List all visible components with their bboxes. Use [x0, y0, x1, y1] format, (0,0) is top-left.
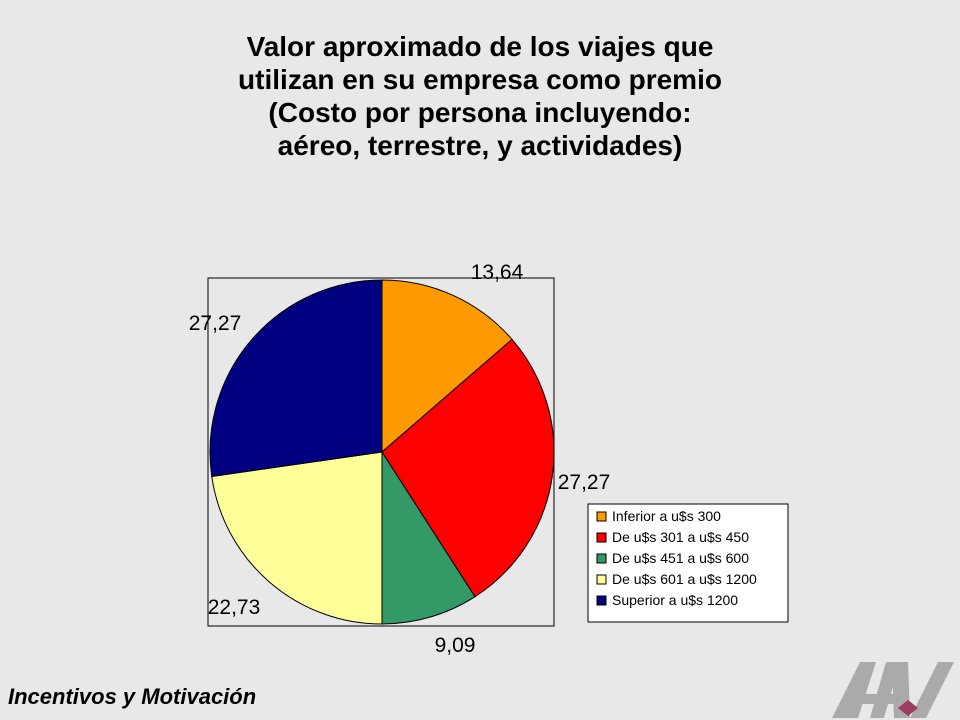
slice-data-label-2: 27,27: [558, 471, 611, 494]
pie-slice-4: [211, 451, 383, 625]
chart-title-line-1: Valor aproximado de los viajes que: [246, 31, 714, 62]
legend-swatch-1: [596, 511, 607, 522]
pie-slice-3: [381, 450, 476, 625]
legend-swatch-2: [596, 532, 607, 543]
legend-box: [587, 503, 789, 623]
pie-slice-2: [381, 338, 555, 598]
slice-data-label-4: 22,73: [208, 596, 261, 619]
slice-data-label-3: 9,09: [435, 634, 476, 657]
legend-label-1: Inferior a u$s 300: [612, 508, 721, 524]
legend-label-5: Superior a u$s 1200: [612, 592, 738, 608]
legend-label-3: De u$s 451 a u$s 600: [612, 550, 749, 566]
legend-swatch-4: [596, 574, 607, 585]
legend: Inferior a u$s 300 De u$s 301 a u$s 450 De…: [587, 503, 789, 623]
chart-title: Valor aproximado de los viajes que utili…: [0, 30, 960, 162]
pie-slice-1: [381, 279, 513, 454]
legend-swatch-3: [596, 553, 607, 564]
chart-title-line-2: utilizan en su empresa como premio: [238, 64, 722, 96]
legend-label-4: De u$s 601 a u$s 1200: [612, 571, 757, 587]
legend-swatch-5: [596, 595, 607, 606]
pie-slice-5: [209, 279, 383, 478]
av-logo-icon: [832, 662, 954, 718]
chart-title-line-3: (Costo por persona incluyendo:: [268, 97, 692, 129]
slice-data-label-1: 13,64: [471, 261, 524, 284]
footer-text: Incentivos y Motivación: [8, 684, 257, 709]
legend-label-2: De u$s 301 a u$s 450: [612, 529, 749, 545]
slice-data-label-5: 27,27: [189, 312, 242, 335]
chart-title-line-4: aéreo, terrestre, y actividades): [277, 130, 683, 162]
